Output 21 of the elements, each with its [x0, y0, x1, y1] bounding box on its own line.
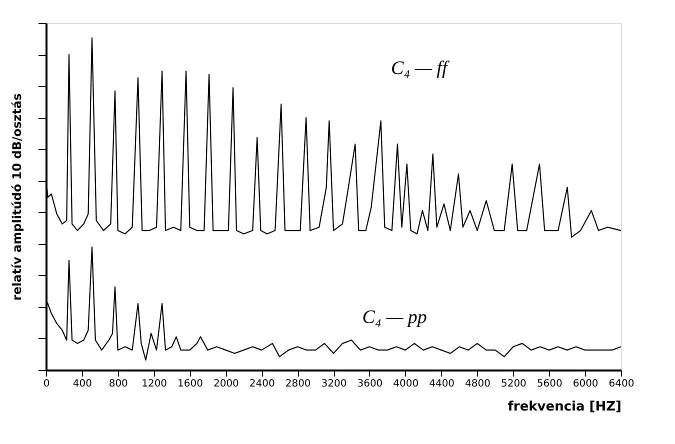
x-tick-label: 4400 [429, 378, 455, 390]
x-tick-label: 4000 [393, 378, 419, 390]
x-tick-label: 6000 [572, 378, 598, 390]
x-tick-label: 1600 [178, 378, 203, 390]
x-tick-label: 800 [108, 378, 128, 390]
x-axis-title: frekvencia [HZ] [508, 400, 622, 414]
x-tick-label: 3600 [357, 378, 383, 390]
x-tick-label: 6400 [608, 378, 634, 390]
x-tick-label: 5600 [536, 378, 562, 390]
text: C₄ — ff [391, 58, 450, 79]
x-tick-label: 1200 [142, 378, 168, 390]
x-tick-label: 2000 [213, 378, 239, 390]
x-tick-label: 5200 [500, 378, 526, 390]
x-tick-label: 0 [43, 378, 50, 390]
y-axis-title: relatív amplitúdó 10 dB/osztás [10, 93, 24, 301]
x-tick-label: 400 [72, 378, 92, 390]
x-tick-label: 3200 [321, 378, 347, 390]
x-tick-label: 2800 [285, 378, 311, 390]
series-label: C₄ — pp [362, 306, 427, 328]
x-tick-label: 4800 [465, 378, 490, 390]
x-tick-label: 2400 [249, 378, 275, 390]
